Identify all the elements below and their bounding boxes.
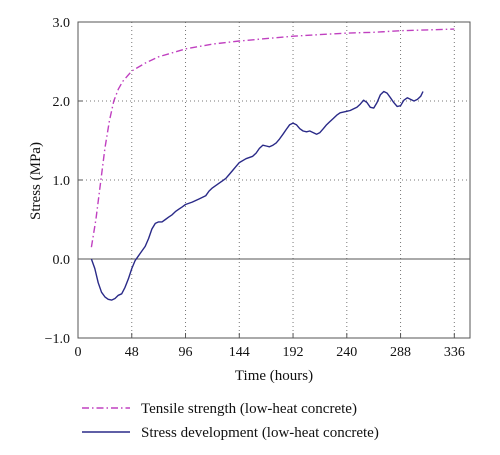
y-axis-label: Stress (MPa)	[28, 142, 44, 220]
series-line-stress-development-low-heat-concrete	[90, 90, 424, 301]
legend: Tensile strength (low-heat concrete) Stre…	[82, 401, 379, 441]
x-tick-label: 336	[444, 345, 465, 360]
grid-lines	[78, 22, 470, 338]
tick-labels: 0 48 96 144 192 240 288 336 −1.0 0.0 1.0 2.0 3.0	[45, 16, 465, 360]
y-tick-label: 1.0	[53, 174, 71, 189]
x-tick-label: 0	[75, 345, 82, 360]
y-tick-label: 3.0	[53, 16, 71, 31]
x-axis-label: Time (hours)	[235, 368, 313, 384]
x-tick-label: 48	[125, 345, 139, 360]
x-tick-label: 240	[336, 345, 357, 360]
series-line-tensile-strength-low-heat-concrete	[90, 28, 455, 248]
x-tick-label: 192	[283, 345, 304, 360]
axis-ticks	[77, 21, 455, 339]
legend-label: Stress development (low-heat concrete)	[141, 425, 379, 441]
y-tick-label: 0.0	[53, 253, 71, 268]
series-lines	[90, 28, 455, 301]
x-tick-label: 96	[179, 345, 193, 360]
x-tick-label: 144	[229, 345, 250, 360]
y-tick-label: 2.0	[53, 95, 71, 110]
legend-label: Tensile strength (low-heat concrete)	[141, 401, 357, 417]
x-tick-label: 288	[390, 345, 411, 360]
y-tick-label: −1.0	[45, 332, 70, 347]
